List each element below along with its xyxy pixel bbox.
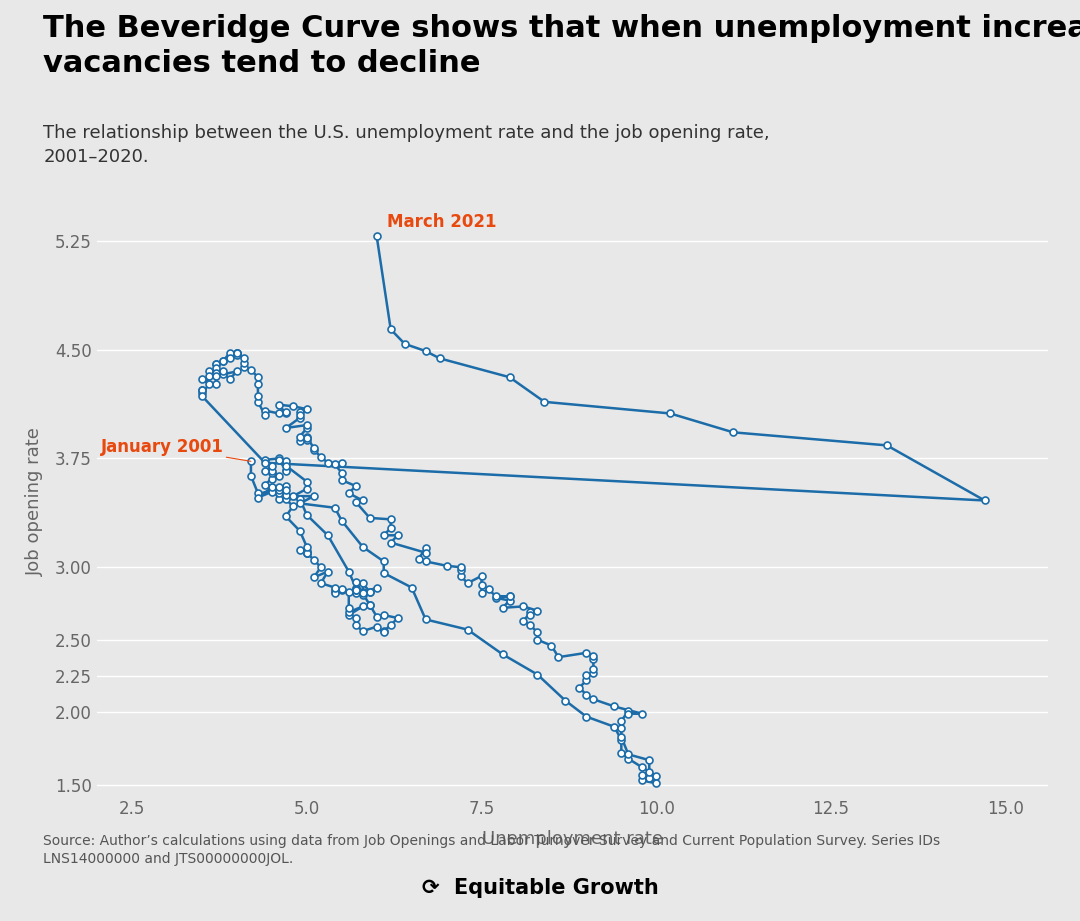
Text: The relationship between the U.S. unemployment rate and the job opening rate,
20: The relationship between the U.S. unempl… <box>43 124 770 166</box>
Text: ⟳  Equitable Growth: ⟳ Equitable Growth <box>421 878 659 898</box>
X-axis label: Unemployment rate: Unemployment rate <box>482 830 663 847</box>
Y-axis label: Job opening rate: Job opening rate <box>26 427 43 577</box>
Text: The Beveridge Curve shows that when unemployment increases, job
vacancies tend t: The Beveridge Curve shows that when unem… <box>43 14 1080 77</box>
Text: Source: Author’s calculations using data from Job Openings and Labor Turnover Su: Source: Author’s calculations using data… <box>43 834 941 866</box>
Text: January 2001: January 2001 <box>100 437 251 461</box>
Text: March 2021: March 2021 <box>388 213 497 230</box>
